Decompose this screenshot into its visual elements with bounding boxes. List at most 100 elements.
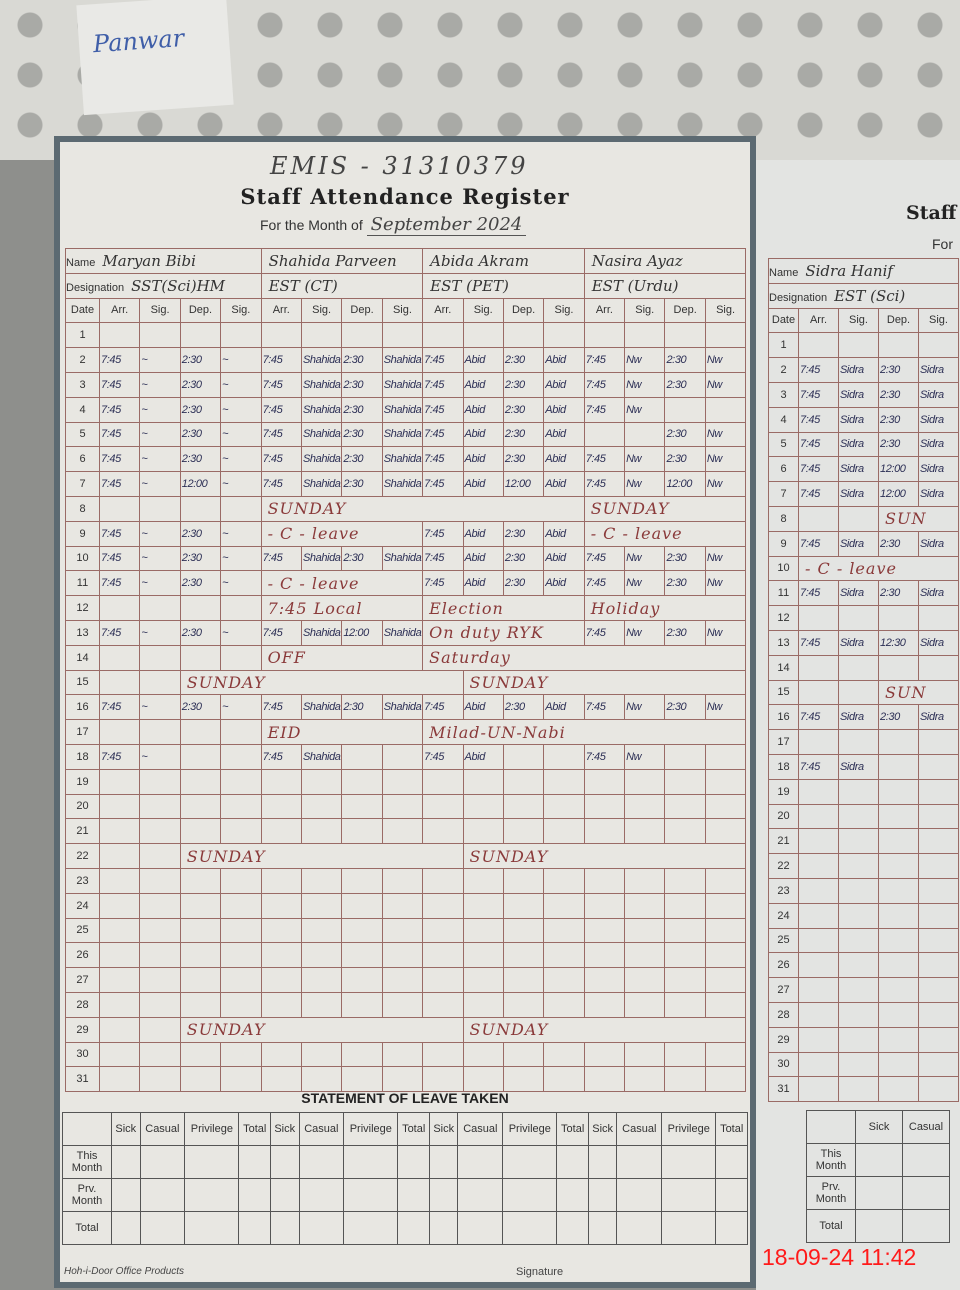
handwritten-entry: 2:30 (666, 378, 687, 391)
attendance-cell: Nw (704, 347, 747, 373)
handwritten-entry: Sidra (920, 537, 944, 550)
attendance-cell: SUNDAY (462, 843, 747, 869)
attendance-cell: Abid (543, 520, 585, 547)
attendance-cell (583, 892, 626, 919)
date-cell: 29 (768, 1026, 799, 1053)
handwritten-entry: 2:30 (666, 626, 687, 639)
handwritten-entry: Sidra (840, 587, 864, 600)
attendance-cell (664, 942, 706, 969)
table-row: 31 (768, 1076, 959, 1103)
attendance-cell (341, 892, 383, 919)
attendance-cell: Shahida (300, 694, 343, 721)
column-header: Sig. (918, 307, 959, 334)
staff-designation-cell: Designation SST(Sci)HM (65, 272, 262, 299)
handwritten-entry: ~ (222, 701, 229, 714)
table-row: 25 (768, 927, 959, 954)
attendance-cell: 7:45 (583, 396, 626, 423)
attendance-cell: 2:30 (502, 545, 545, 572)
attendance-cell (381, 768, 424, 795)
attendance-cell (341, 743, 383, 770)
attendance-cell: 7:45 (798, 753, 839, 780)
attendance-cell (462, 991, 504, 1018)
attendance-cell (300, 768, 343, 795)
table-row: 12 (768, 605, 959, 631)
attendance-cell: SUNDAY (260, 495, 585, 522)
handwritten-entry: Nw (706, 428, 722, 441)
attendance-cell (260, 967, 302, 993)
attendance-cell (543, 917, 585, 944)
attendance-cell: 7:45 (422, 396, 464, 423)
handwritten-entry: Abid (464, 750, 486, 763)
attendance-cell (220, 892, 262, 919)
attendance-cell (502, 1066, 545, 1093)
handwritten-entry: 2:30 (666, 354, 687, 367)
attendance-cell (98, 818, 141, 845)
handwritten-entry: Nw (626, 750, 642, 763)
table-row: 21 (768, 828, 959, 855)
attendance-cell (798, 1001, 839, 1028)
attendance-cell: 7:45 (798, 580, 839, 607)
attendance-cell: 2:30 (179, 694, 222, 721)
attendance-cell (838, 505, 879, 532)
attendance-cell: Abid (543, 396, 585, 423)
handwritten-entry: Abid (464, 453, 486, 466)
attendance-cell (624, 867, 666, 894)
leave-cell (298, 1178, 345, 1212)
attendance-cell: 7:45 (583, 347, 626, 373)
attendance-cell (543, 1066, 585, 1093)
attendance-cell: EID (260, 719, 424, 745)
page2-for-label: For (932, 236, 953, 252)
leave-cell (616, 1211, 663, 1245)
column-header: Sig. (462, 297, 504, 324)
handwritten-entry: 7:45 (262, 701, 283, 714)
name-row: Name Sidra Hanif (768, 258, 959, 284)
handwritten-entry: 12:00 (880, 463, 906, 476)
attendance-cell (139, 495, 181, 522)
leave-row: Total (806, 1209, 950, 1243)
date-cell: 10 (65, 545, 100, 572)
attendance-cell (179, 942, 222, 969)
date-cell: 25 (65, 917, 100, 944)
attendance-cell: Shahida (300, 371, 343, 398)
attendance-cell: Nw (624, 396, 666, 423)
handwritten-entry: 7:45 (424, 701, 444, 714)
leave-row-label: Prv. Month (62, 1178, 112, 1212)
date-cell: 30 (65, 1041, 100, 1068)
date-cell: 8 (768, 505, 799, 532)
attendance-cell (179, 719, 222, 745)
leave-cell (238, 1211, 271, 1245)
attendance-cell: 2:30 (664, 421, 706, 448)
attendance-cell (918, 977, 959, 1003)
attendance-cell (98, 991, 141, 1018)
handwritten-entry: Shahida (383, 378, 422, 391)
attendance-cell (179, 495, 222, 522)
attendance-cell (543, 818, 585, 845)
leave-cell (397, 1211, 430, 1245)
handwritten-entry: Nw (706, 626, 722, 639)
leave-cell (902, 1209, 950, 1243)
attendance-cell: 2:30 (664, 446, 706, 473)
attendance-cell (838, 1051, 879, 1078)
attendance-cell: Abid (462, 570, 504, 597)
handwritten-entry: SUNDAY (590, 499, 670, 519)
handwritten-entry: Abid (545, 378, 566, 391)
attendance-cell: 2:30 (878, 530, 919, 557)
attendance-cell: ~ (220, 421, 262, 448)
attendance-cell (139, 967, 181, 993)
handwritten-entry: Shahida (383, 428, 422, 441)
handwritten-entry: 2:30 (666, 552, 687, 565)
leave-row-label: This Month (806, 1143, 856, 1177)
handwritten-entry: 7:45 (585, 403, 606, 416)
attendance-cell (98, 644, 141, 671)
handwritten-entry: Abid (464, 478, 486, 491)
handwritten-entry: Election (429, 598, 504, 618)
attendance-cell: 7:45 (260, 471, 302, 497)
leave-cell (457, 1178, 504, 1212)
attendance-cell: 2:30 (179, 421, 222, 448)
attendance-cell (583, 1066, 626, 1093)
attendance-cell (704, 396, 747, 423)
staff-designation: EST (PET) (430, 276, 509, 295)
attendance-cell (422, 967, 464, 993)
table-row: 26 (768, 952, 959, 979)
staff-name-cell: Shahida Parveen (260, 248, 424, 274)
